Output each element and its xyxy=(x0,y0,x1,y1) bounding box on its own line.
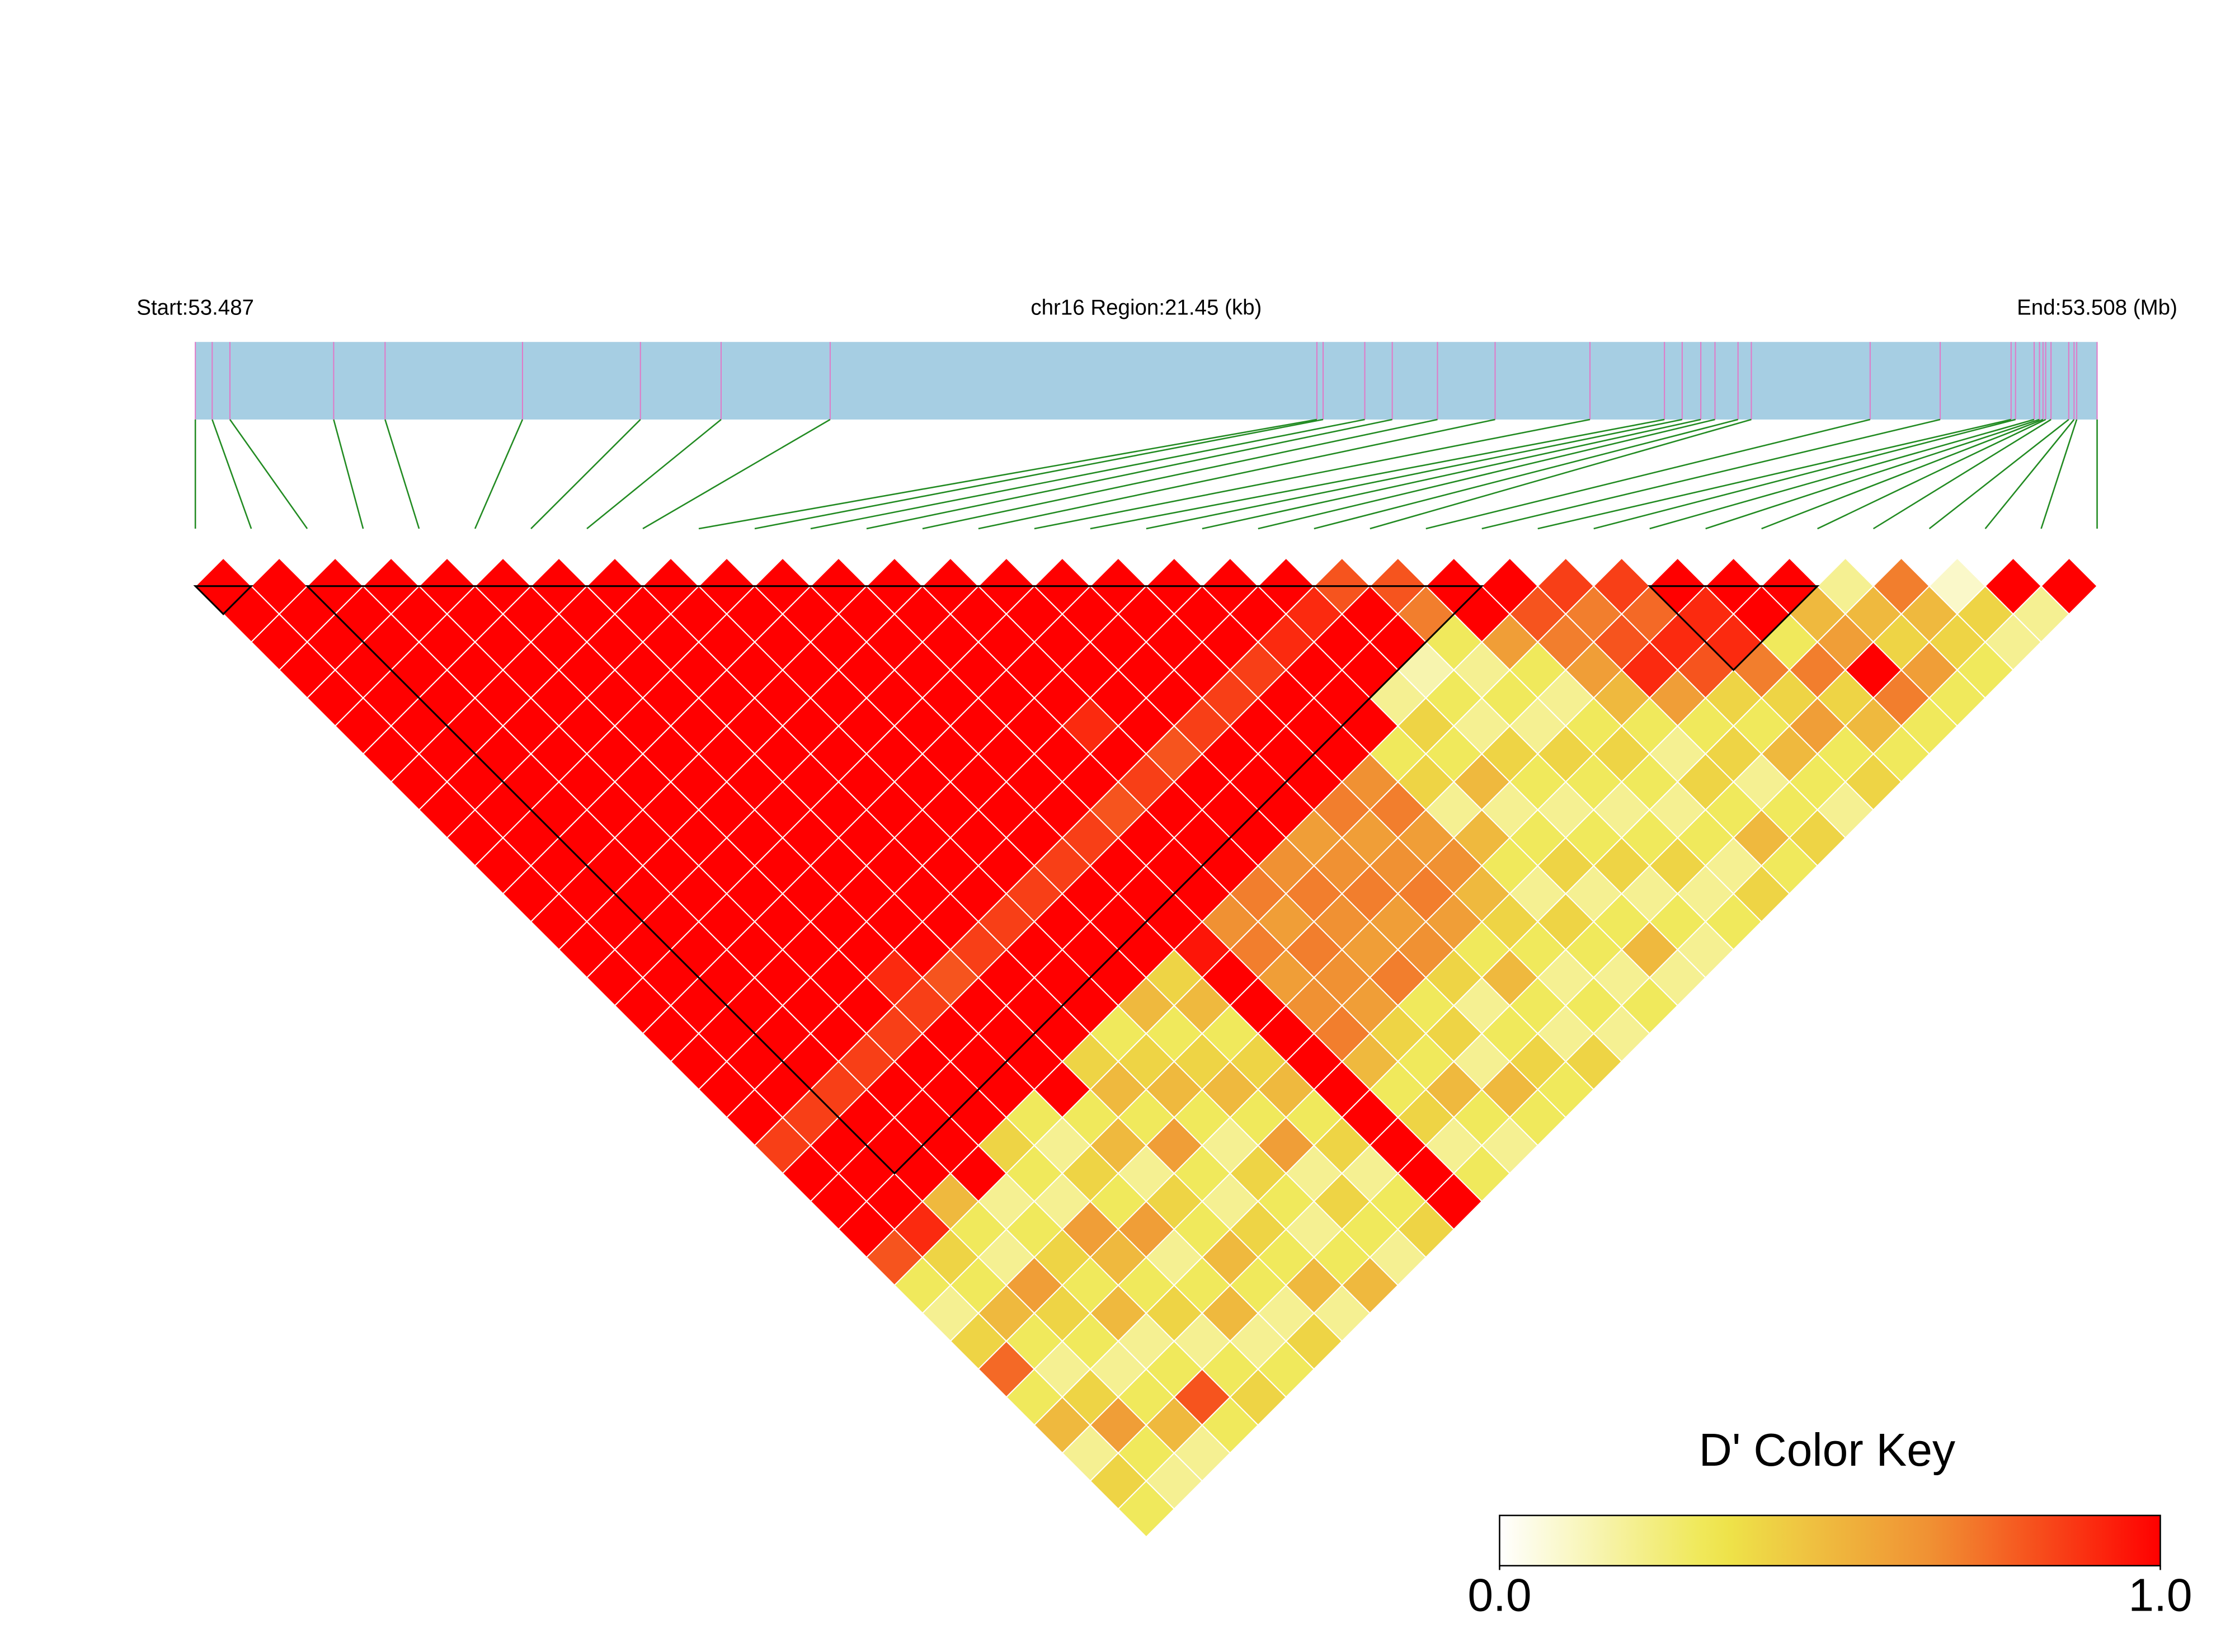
colorkey-tick-label: 0.0 xyxy=(1467,1570,1531,1621)
start-label: Start:53.487 xyxy=(137,295,254,319)
snp-connector xyxy=(642,418,831,530)
snp-connector xyxy=(1258,418,1715,530)
region-label: chr16 Region:21.45 (kb) xyxy=(1031,295,1262,319)
snp-connector xyxy=(1202,418,1701,530)
snp-connector xyxy=(1425,418,1871,530)
snp-connector xyxy=(1872,418,2052,530)
snp-connector xyxy=(333,419,364,529)
colorkey-tick-label: 1.0 xyxy=(2128,1570,2192,1621)
colorkey-bar xyxy=(1499,1514,2161,1567)
colorkey-title: D' Color Key xyxy=(1699,1425,1955,1476)
snp-connector xyxy=(1984,419,2075,529)
snp-connector xyxy=(754,418,1324,530)
snp-connector xyxy=(384,419,420,529)
snp-connector xyxy=(2040,419,2078,529)
snp-connector xyxy=(1146,418,1683,530)
snp-connector xyxy=(1090,418,1665,530)
snp-connector xyxy=(1034,418,1591,530)
snp-connector xyxy=(1817,418,2046,530)
ld-cell xyxy=(2040,557,2098,615)
snp-connector xyxy=(229,419,308,529)
ld-block-outline xyxy=(193,585,253,615)
ld-block-outline xyxy=(1647,585,1820,671)
snp-connector xyxy=(211,419,252,529)
snp-connector xyxy=(866,418,1392,530)
snp-connector xyxy=(530,418,641,529)
snp-connector xyxy=(1928,418,2069,530)
snp-connector xyxy=(1705,418,2040,530)
snp-connector xyxy=(1314,418,1739,530)
snp-connector xyxy=(1649,418,2035,530)
snp-connector xyxy=(698,418,1318,530)
snp-connector xyxy=(1370,418,1752,530)
snp-connector xyxy=(922,418,1438,530)
snp-connector xyxy=(1761,418,2044,530)
end-label: End:53.508 (Mb) xyxy=(2017,295,2177,319)
region-bar xyxy=(195,342,2097,420)
snp-connector xyxy=(978,418,1495,530)
snp-connector xyxy=(1537,418,2012,530)
snp-connector xyxy=(474,419,524,529)
snp-connector xyxy=(810,418,1365,530)
snp-connector xyxy=(1481,418,1941,530)
snp-connector xyxy=(1593,418,2016,530)
snp-connector xyxy=(586,418,722,530)
ld-block-outline xyxy=(305,585,1484,1175)
